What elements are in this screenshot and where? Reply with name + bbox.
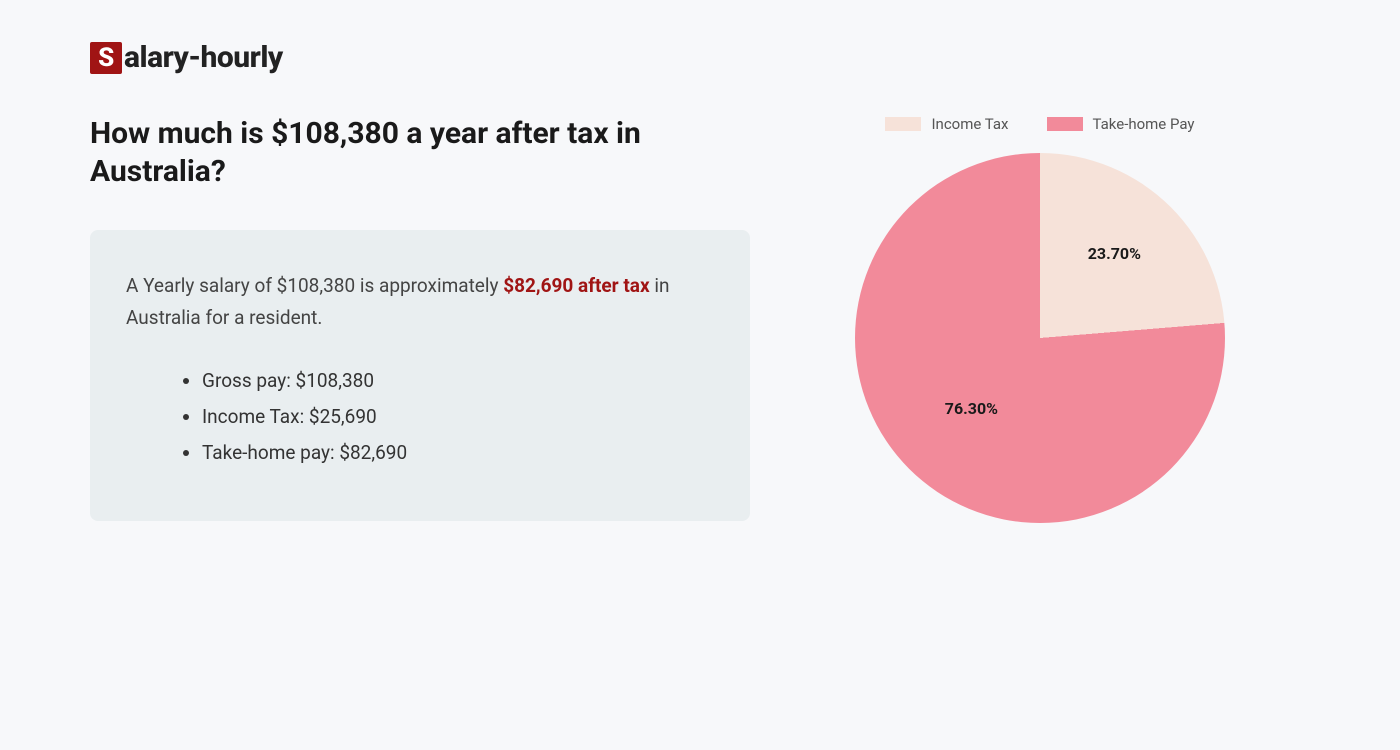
legend-item-take-home: Take-home Pay: [1047, 115, 1195, 133]
left-column: How much is $108,380 a year after tax in…: [90, 115, 750, 523]
breakdown-list: Gross pay: $108,380 Income Tax: $25,690 …: [126, 363, 714, 471]
site-logo: S alary-hourly: [90, 40, 1310, 75]
legend-swatch: [1047, 117, 1083, 131]
list-item: Income Tax: $25,690: [202, 399, 714, 435]
pie-slices: [855, 153, 1225, 523]
logo-badge: S: [90, 42, 122, 74]
page-title: How much is $108,380 a year after tax in…: [90, 115, 750, 190]
summary-prefix: A Yearly salary of $108,380 is approxima…: [126, 274, 503, 297]
summary-text: A Yearly salary of $108,380 is approxima…: [126, 270, 714, 335]
pie-slice-label-take-home: 76.30%: [945, 399, 998, 418]
legend-label: Take-home Pay: [1093, 115, 1195, 133]
summary-box: A Yearly salary of $108,380 is approxima…: [90, 230, 750, 521]
legend-label: Income Tax: [931, 115, 1008, 133]
pie-chart: 23.70% 76.30%: [855, 153, 1225, 523]
list-item: Gross pay: $108,380: [202, 363, 714, 399]
legend-swatch: [885, 117, 921, 131]
list-item: Take-home pay: $82,690: [202, 435, 714, 471]
legend-item-income-tax: Income Tax: [885, 115, 1008, 133]
pie-slice-label-income-tax: 23.70%: [1088, 244, 1141, 263]
logo-text: alary-hourly: [124, 40, 283, 75]
chart-legend: Income Tax Take-home Pay: [885, 115, 1194, 133]
right-column: Income Tax Take-home Pay 23.70% 76.30%: [830, 115, 1250, 523]
summary-highlight: $82,690 after tax: [503, 274, 649, 297]
main-content: How much is $108,380 a year after tax in…: [90, 115, 1310, 523]
